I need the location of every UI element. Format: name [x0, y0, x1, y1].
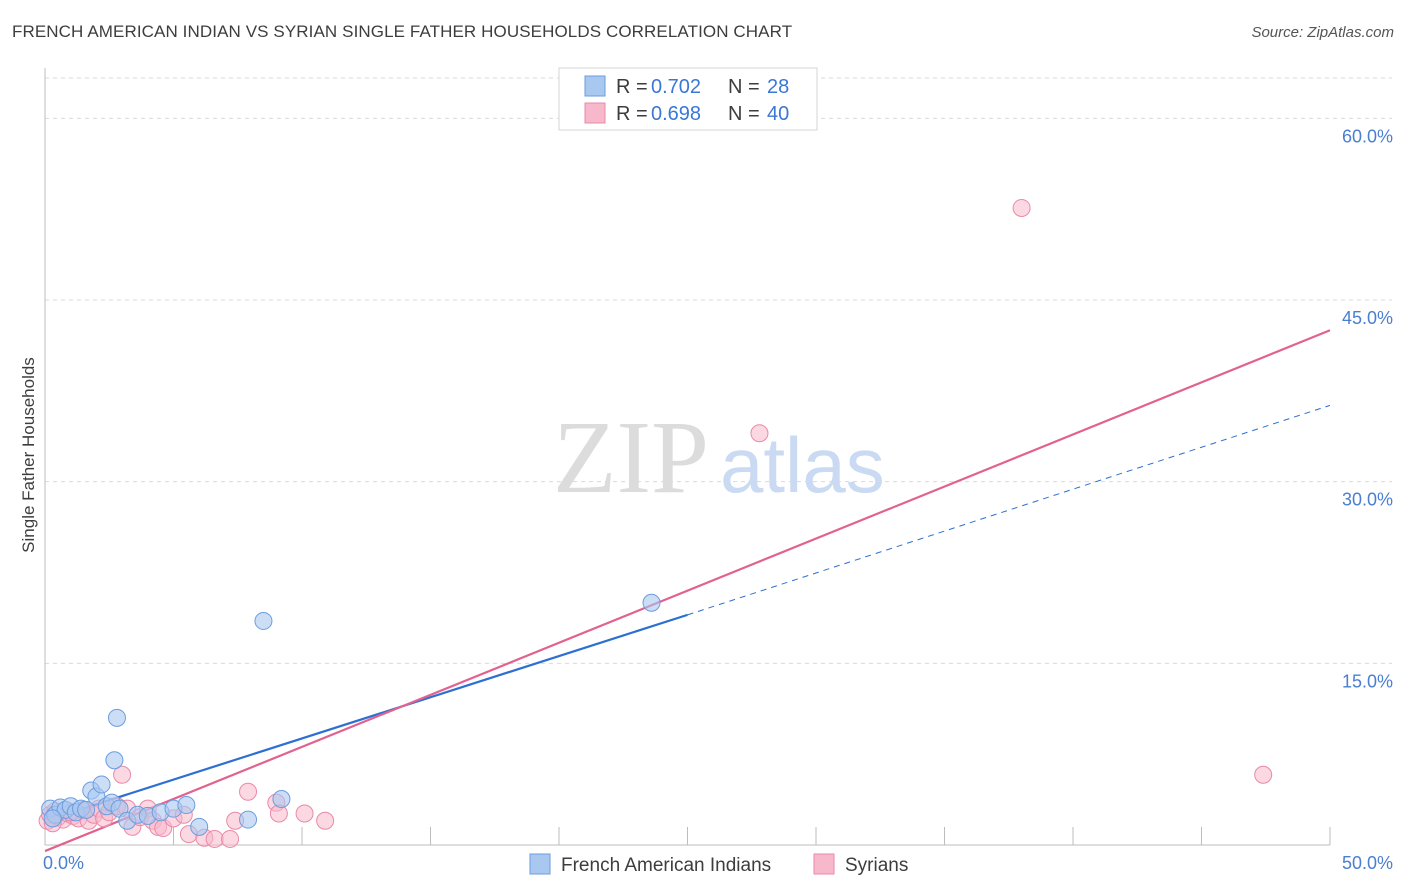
syrians-point — [750, 424, 769, 443]
legend-n-label-1: N = — [728, 76, 760, 98]
syrians-point — [205, 829, 224, 848]
y-tick-label: 60.0% — [1342, 126, 1393, 146]
bottom-legend-swatch-pink — [813, 853, 835, 875]
series-legend: French American Indians Syrians — [529, 853, 908, 876]
syrians-point — [1012, 198, 1031, 217]
axes — [44, 68, 1331, 846]
french-american-indians-point — [105, 751, 124, 770]
french-american-indians-point — [190, 817, 209, 836]
x-tick-label: 0.0% — [43, 853, 84, 873]
legend-swatch-pink — [584, 102, 606, 124]
y-tick-label: 45.0% — [1342, 308, 1393, 328]
data-points — [38, 198, 1273, 848]
french-american-indians-trend-extension — [687, 404, 1331, 616]
watermark-atlas: atlas — [720, 421, 885, 509]
syrians-point — [1254, 765, 1273, 784]
syrians-point — [295, 804, 314, 823]
french-american-indians-point — [77, 800, 96, 819]
grid-lines — [45, 77, 1392, 664]
syrians-point — [239, 782, 258, 801]
syrians-point — [221, 829, 240, 848]
stats-legend: R = 0.702 N = 28 R = 0.698 N = 40 — [558, 67, 818, 131]
legend-r-label-2: R = — [616, 103, 648, 125]
chart-source: Source: ZipAtlas.com — [1251, 24, 1394, 41]
watermark-zip: ZIP — [553, 400, 709, 515]
french-american-indians-point — [272, 789, 291, 808]
legend-n-label-2: N = — [728, 103, 760, 125]
legend-n-value-2: 40 — [767, 103, 789, 125]
french-american-indians-point — [177, 796, 196, 815]
bottom-legend-label-1: French American Indians — [561, 855, 771, 876]
syrians-point — [113, 765, 132, 784]
y-tick-label: 30.0% — [1342, 490, 1393, 510]
tick-labels: 15.0% 30.0% 45.0% 60.0% 0.0% 50.0% — [43, 126, 1393, 873]
bottom-legend-swatch-blue — [529, 853, 551, 875]
french-american-indians-point — [43, 809, 62, 828]
legend-n-value-1: 28 — [767, 76, 789, 98]
legend-r-value-2: 0.698 — [651, 103, 701, 125]
french-american-indians-point — [107, 708, 126, 727]
x-tick-label: 50.0% — [1342, 853, 1393, 873]
legend-swatch-blue — [584, 75, 606, 97]
chart-title: FRENCH AMERICAN INDIAN VS SYRIAN SINGLE … — [12, 22, 793, 41]
french-american-indians-trend — [44, 613, 688, 822]
french-american-indians-point — [254, 611, 273, 630]
y-tick-label: 15.0% — [1342, 671, 1393, 691]
syrians-point — [316, 811, 335, 830]
bottom-legend-label-2: Syrians — [845, 855, 908, 876]
y-axis-label: Single Father Households — [19, 357, 38, 553]
legend-r-value-1: 0.702 — [651, 76, 701, 98]
syrians-trend — [44, 329, 1331, 853]
trend-lines — [44, 329, 1331, 853]
french-american-indians-point — [92, 775, 111, 794]
french-american-indians-point — [642, 593, 661, 612]
french-american-indians-point — [239, 810, 258, 829]
legend-r-label-1: R = — [616, 76, 648, 98]
